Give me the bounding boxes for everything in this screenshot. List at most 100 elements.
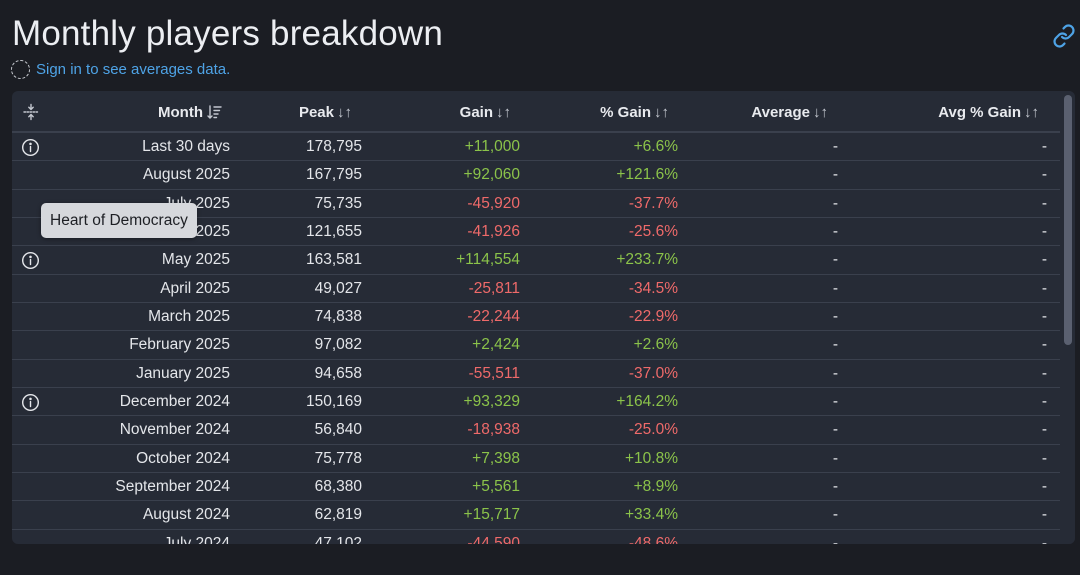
cell-pct-gain: +164.2% bbox=[616, 393, 678, 411]
cell-month: April 2025 bbox=[160, 279, 230, 297]
cell-peak: 62,819 bbox=[314, 506, 362, 524]
cell-month: May 2025 bbox=[161, 251, 230, 269]
column-header-month[interactable]: Month bbox=[158, 91, 222, 133]
cell-average: - bbox=[832, 534, 838, 544]
cell-month: November 2024 bbox=[119, 421, 230, 439]
cell-avg-pct-gain: - bbox=[1041, 393, 1047, 411]
cell-average: - bbox=[832, 308, 838, 326]
column-header-average-label: Average bbox=[751, 103, 810, 121]
cell-peak: 163,581 bbox=[305, 251, 362, 269]
table-row[interactable]: August 2025 167,795 +92,060 +121.6% - - bbox=[12, 161, 1060, 190]
cell-pct-gain: +8.9% bbox=[633, 478, 678, 496]
table-row[interactable]: July 2024 47,102 -44,590 -48.6% - - bbox=[12, 530, 1060, 544]
cell-gain: +2,424 bbox=[472, 336, 520, 354]
cell-average: - bbox=[832, 138, 838, 155]
table-row[interactable]: March 2025 74,838 -22,244 -22.9% - - bbox=[12, 303, 1060, 332]
table-row[interactable]: October 2024 75,778 +7,398 +10.8% - - bbox=[12, 445, 1060, 474]
cell-avg-pct-gain: - bbox=[1041, 449, 1047, 467]
info-circle-icon[interactable] bbox=[21, 251, 40, 270]
column-header-gain-label: Gain bbox=[459, 103, 493, 121]
cell-pct-gain: -37.0% bbox=[628, 364, 678, 382]
table-row[interactable]: December 2024 150,169 +93,329 +164.2% - - bbox=[12, 388, 1060, 417]
cell-average: - bbox=[832, 251, 838, 269]
sort-toggle-icon: ↓↑ bbox=[496, 103, 511, 121]
cell-average: - bbox=[832, 506, 838, 524]
cell-gain: -45,920 bbox=[467, 194, 520, 212]
cell-pct-gain: +2.6% bbox=[633, 336, 678, 354]
table-row[interactable]: May 2025 163,581 +114,554 +233.7% - - bbox=[12, 246, 1060, 275]
cell-month: January 2025 bbox=[136, 364, 230, 382]
monthly-players-table: Month Peak ↓↑ Gain ↓↑ % Gain ↓↑ Average … bbox=[12, 91, 1075, 544]
cell-average: - bbox=[832, 421, 838, 439]
cell-peak: 94,658 bbox=[314, 364, 362, 382]
cell-gain: +92,060 bbox=[463, 166, 520, 184]
cell-average: - bbox=[832, 478, 838, 496]
cell-month: March 2025 bbox=[148, 308, 230, 326]
info-circle-icon[interactable] bbox=[21, 138, 40, 157]
cell-month: October 2024 bbox=[136, 449, 230, 467]
cell-peak: 167,795 bbox=[305, 166, 362, 184]
cell-avg-pct-gain: - bbox=[1041, 251, 1047, 269]
cell-average: - bbox=[832, 223, 838, 241]
table-row[interactable]: April 2025 49,027 -25,811 -34.5% - - bbox=[12, 275, 1060, 304]
link-icon[interactable] bbox=[1052, 24, 1076, 48]
table-row[interactable]: January 2025 94,658 -55,511 -37.0% - - bbox=[12, 360, 1060, 389]
expand-vertical-icon[interactable] bbox=[22, 103, 40, 121]
cell-peak: 56,840 bbox=[314, 421, 362, 439]
cell-month: August 2025 bbox=[142, 166, 230, 184]
cell-peak: 121,655 bbox=[305, 223, 362, 241]
cell-avg-pct-gain: - bbox=[1041, 308, 1047, 326]
cell-peak: 150,169 bbox=[305, 393, 362, 411]
table-row[interactable]: September 2024 68,380 +5,561 +8.9% - - bbox=[12, 473, 1060, 502]
cell-gain: -55,511 bbox=[468, 364, 520, 382]
column-header-month-label: Month bbox=[158, 103, 203, 121]
cell-average: - bbox=[832, 194, 838, 212]
column-header-peak[interactable]: Peak ↓↑ bbox=[299, 91, 352, 133]
cell-pct-gain: +10.8% bbox=[624, 449, 678, 467]
cell-month: August 2024 bbox=[142, 506, 230, 524]
table-row[interactable]: August 2024 62,819 +15,717 +33.4% - - bbox=[12, 501, 1060, 530]
column-header-pct-gain[interactable]: % Gain ↓↑ bbox=[600, 91, 669, 133]
cell-avg-pct-gain: - bbox=[1041, 506, 1047, 524]
column-header-gain[interactable]: Gain ↓↑ bbox=[460, 91, 511, 133]
table-header: Month Peak ↓↑ Gain ↓↑ % Gain ↓↑ Average … bbox=[12, 91, 1060, 133]
info-circle-icon[interactable] bbox=[21, 393, 40, 412]
cell-average: - bbox=[832, 393, 838, 411]
cell-peak: 178,795 bbox=[305, 138, 362, 155]
table-row[interactable]: November 2024 56,840 -18,938 -25.0% - - bbox=[12, 416, 1060, 445]
cell-pct-gain: +121.6% bbox=[616, 166, 678, 184]
table-row[interactable]: Last 30 days 178,795 +11,000 +6.6% - - bbox=[12, 133, 1060, 162]
table-row[interactable]: February 2025 97,082 +2,424 +2.6% - - bbox=[12, 331, 1060, 360]
signin-notice: Sign in to see averages data. bbox=[11, 59, 230, 79]
column-header-peak-label: Peak bbox=[298, 103, 334, 121]
table-body: Last 30 days 178,795 +11,000 +6.6% - - August … bbox=[12, 133, 1060, 544]
cell-average: - bbox=[832, 449, 838, 467]
scrollbar-thumb[interactable] bbox=[1064, 95, 1072, 345]
cell-pct-gain: +6.6% bbox=[633, 138, 678, 155]
cell-avg-pct-gain: - bbox=[1041, 279, 1047, 297]
cell-peak: 97,082 bbox=[314, 336, 362, 354]
cell-avg-pct-gain: - bbox=[1041, 138, 1047, 155]
cell-average: - bbox=[832, 364, 838, 382]
cell-average: - bbox=[832, 166, 838, 184]
table-row[interactable]: July 2025 75,735 -45,920 -37.7% - - bbox=[12, 190, 1060, 219]
cell-avg-pct-gain: - bbox=[1041, 534, 1047, 544]
cell-gain: +93,329 bbox=[463, 393, 520, 411]
sort-descending-icon bbox=[207, 105, 222, 119]
cell-pct-gain: +33.4% bbox=[624, 506, 678, 524]
cell-gain: -25,811 bbox=[468, 279, 520, 297]
cell-avg-pct-gain: - bbox=[1041, 421, 1047, 439]
column-header-avg-pct-gain[interactable]: Avg % Gain ↓↑ bbox=[938, 91, 1039, 133]
cell-avg-pct-gain: - bbox=[1041, 166, 1047, 184]
cell-month: July 2024 bbox=[163, 534, 230, 544]
cell-month: February 2025 bbox=[129, 336, 230, 354]
cell-month: September 2024 bbox=[115, 478, 230, 496]
cell-month: December 2024 bbox=[119, 393, 230, 411]
signin-link[interactable]: Sign in to see averages data. bbox=[36, 60, 231, 78]
cell-pct-gain: -25.0% bbox=[628, 421, 678, 439]
column-header-average[interactable]: Average ↓↑ bbox=[751, 91, 828, 133]
sort-toggle-icon: ↓↑ bbox=[337, 103, 352, 121]
cell-gain: -44,590 bbox=[467, 534, 520, 544]
sort-toggle-icon: ↓↑ bbox=[813, 103, 828, 121]
cell-month: Last 30 days bbox=[142, 138, 230, 155]
